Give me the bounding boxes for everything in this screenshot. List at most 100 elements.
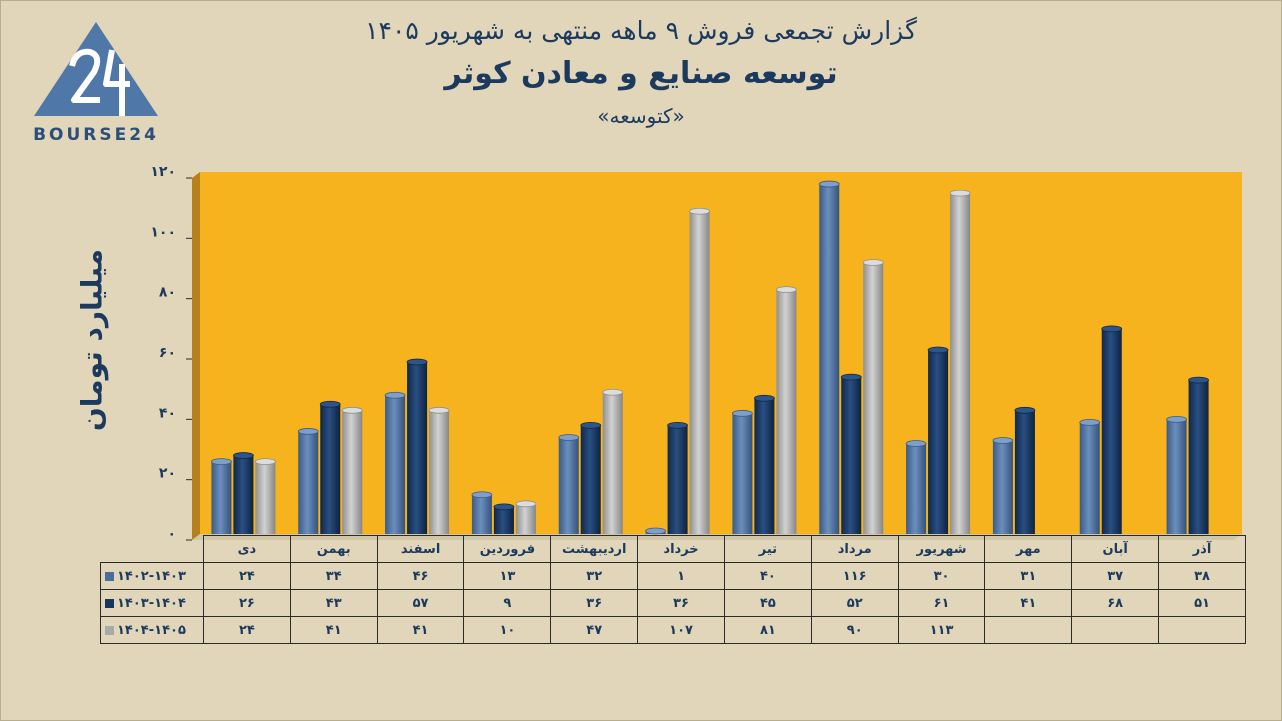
bar-top bbox=[754, 394, 775, 402]
data-label: ۴۰ bbox=[723, 562, 812, 590]
data-label: ۶۸ bbox=[1071, 589, 1160, 617]
bar bbox=[1166, 419, 1187, 534]
table-header-row: دی بهمن اسفند فروردین اردیبهشت خرداد تیر مرداد ش… bbox=[101, 535, 1246, 563]
x-tick-label: آبان bbox=[1071, 535, 1160, 563]
bar bbox=[732, 413, 753, 534]
bar bbox=[233, 455, 254, 534]
legend-key bbox=[105, 625, 114, 635]
bar-top bbox=[1079, 418, 1101, 426]
bar bbox=[863, 262, 884, 534]
bar bbox=[689, 211, 710, 534]
y-tick-label: ۴۰ bbox=[159, 405, 176, 421]
bar-top bbox=[732, 409, 753, 417]
data-table: دی بهمن اسفند فروردین اردیبهشت خرداد تیر مرداد ش… bbox=[100, 535, 1246, 644]
data-label: ۳۰ bbox=[897, 562, 986, 590]
y-tick-label: ۰ bbox=[167, 526, 176, 542]
y-tick-label: ۱۲۰ bbox=[150, 164, 176, 180]
data-label: ۳۶ bbox=[637, 589, 725, 617]
bar bbox=[298, 431, 319, 534]
y-tick-label: ۶۰ bbox=[159, 345, 176, 361]
bar-top bbox=[558, 434, 580, 441]
bar-top bbox=[949, 189, 971, 197]
bar bbox=[906, 443, 927, 534]
x-tick-label: بهمن bbox=[289, 535, 378, 563]
bar-top bbox=[905, 440, 927, 447]
bar-top bbox=[428, 406, 450, 414]
series-name: ۱۴۰۳-۱۴۰۴ bbox=[117, 595, 186, 611]
data-label: ۱ bbox=[637, 562, 725, 590]
bar bbox=[776, 289, 797, 534]
data-label: ۹۰ bbox=[810, 616, 899, 644]
bourse24-logo bbox=[30, 20, 162, 150]
y-tick-label: ۲۰ bbox=[159, 466, 176, 482]
y-tick-label: ۸۰ bbox=[159, 285, 176, 301]
ticker-name: «کتوسعه» bbox=[597, 104, 685, 128]
series-label: ۱۴۰۲-۱۴۰۳ bbox=[100, 562, 204, 590]
logo-text: BOURSE24 bbox=[33, 125, 159, 145]
data-label: ۵۲ bbox=[810, 589, 899, 617]
bar-top bbox=[776, 286, 797, 294]
x-tick-label: تیر bbox=[723, 535, 812, 563]
data-label: ۵۷ bbox=[376, 589, 465, 617]
data-label: ۱۰۷ bbox=[637, 616, 725, 644]
bar-top bbox=[211, 458, 232, 466]
bar-top bbox=[689, 207, 710, 215]
data-label: ۲۶ bbox=[203, 589, 291, 617]
bar bbox=[928, 349, 949, 534]
data-label: ۹ bbox=[463, 589, 552, 617]
bar-top bbox=[580, 421, 602, 429]
y-tick-label: ۱۰۰ bbox=[150, 224, 176, 240]
data-label: ۳۶ bbox=[550, 589, 639, 617]
x-tick-label: فروردین bbox=[463, 535, 552, 563]
x-tick-label: اردیبهشت bbox=[550, 535, 639, 563]
bar-top bbox=[667, 421, 688, 429]
legend-key bbox=[105, 598, 114, 608]
bar bbox=[602, 392, 623, 534]
data-label: ۳۴ bbox=[289, 562, 378, 590]
bar bbox=[1014, 410, 1035, 534]
x-tick-label: اسفند bbox=[376, 535, 465, 563]
bar-top bbox=[493, 503, 515, 511]
data-label bbox=[1071, 616, 1160, 644]
series-name: ۱۴۰۴-۱۴۰۵ bbox=[117, 622, 186, 638]
bar bbox=[493, 506, 514, 534]
bar bbox=[580, 425, 601, 534]
bar-top bbox=[645, 527, 666, 535]
bar bbox=[667, 425, 688, 534]
x-tick-label: آذر bbox=[1158, 535, 1246, 563]
data-label: ۶۱ bbox=[897, 589, 986, 617]
bar-top bbox=[1014, 406, 1036, 414]
bar-top bbox=[319, 400, 341, 408]
data-label: ۱۰ bbox=[463, 616, 552, 644]
bar-top bbox=[1101, 325, 1123, 333]
bar-top bbox=[927, 346, 949, 354]
data-label: ۳۱ bbox=[984, 562, 1073, 590]
data-label: ۳۲ bbox=[550, 562, 639, 590]
x-tick-label: مرداد bbox=[810, 535, 899, 563]
x-tick-label: شهریور bbox=[897, 535, 986, 563]
plot-side-wall bbox=[192, 172, 200, 540]
bar bbox=[429, 410, 450, 534]
bar-top bbox=[341, 406, 363, 414]
plot-area bbox=[200, 172, 1242, 534]
bar-top bbox=[471, 491, 493, 499]
data-label: ۲۴ bbox=[203, 616, 291, 644]
bar-top bbox=[406, 358, 428, 366]
data-label: ۴۷ bbox=[550, 616, 639, 644]
bar bbox=[255, 461, 276, 534]
bar bbox=[558, 437, 579, 534]
bar bbox=[841, 377, 862, 534]
table-corner bbox=[101, 536, 204, 563]
data-label: ۱۳ bbox=[463, 562, 552, 590]
bar-top bbox=[1188, 376, 1209, 384]
bar-top bbox=[1166, 415, 1187, 423]
data-label bbox=[984, 616, 1073, 644]
bar bbox=[320, 404, 341, 534]
bar bbox=[385, 395, 406, 534]
data-label: ۳۷ bbox=[1071, 562, 1160, 590]
table-row: ۱۴۰۲-۱۴۰۳ ۲۴ ۳۴ ۴۶ ۱۳ ۳۲ ۱ ۴۰ ۱۱۶ ۳۰ ۳۱ ۳۷ ۳۸ bbox=[100, 562, 1246, 590]
data-label bbox=[1158, 616, 1246, 644]
data-label: ۴۱ bbox=[289, 616, 378, 644]
bar bbox=[211, 461, 232, 534]
